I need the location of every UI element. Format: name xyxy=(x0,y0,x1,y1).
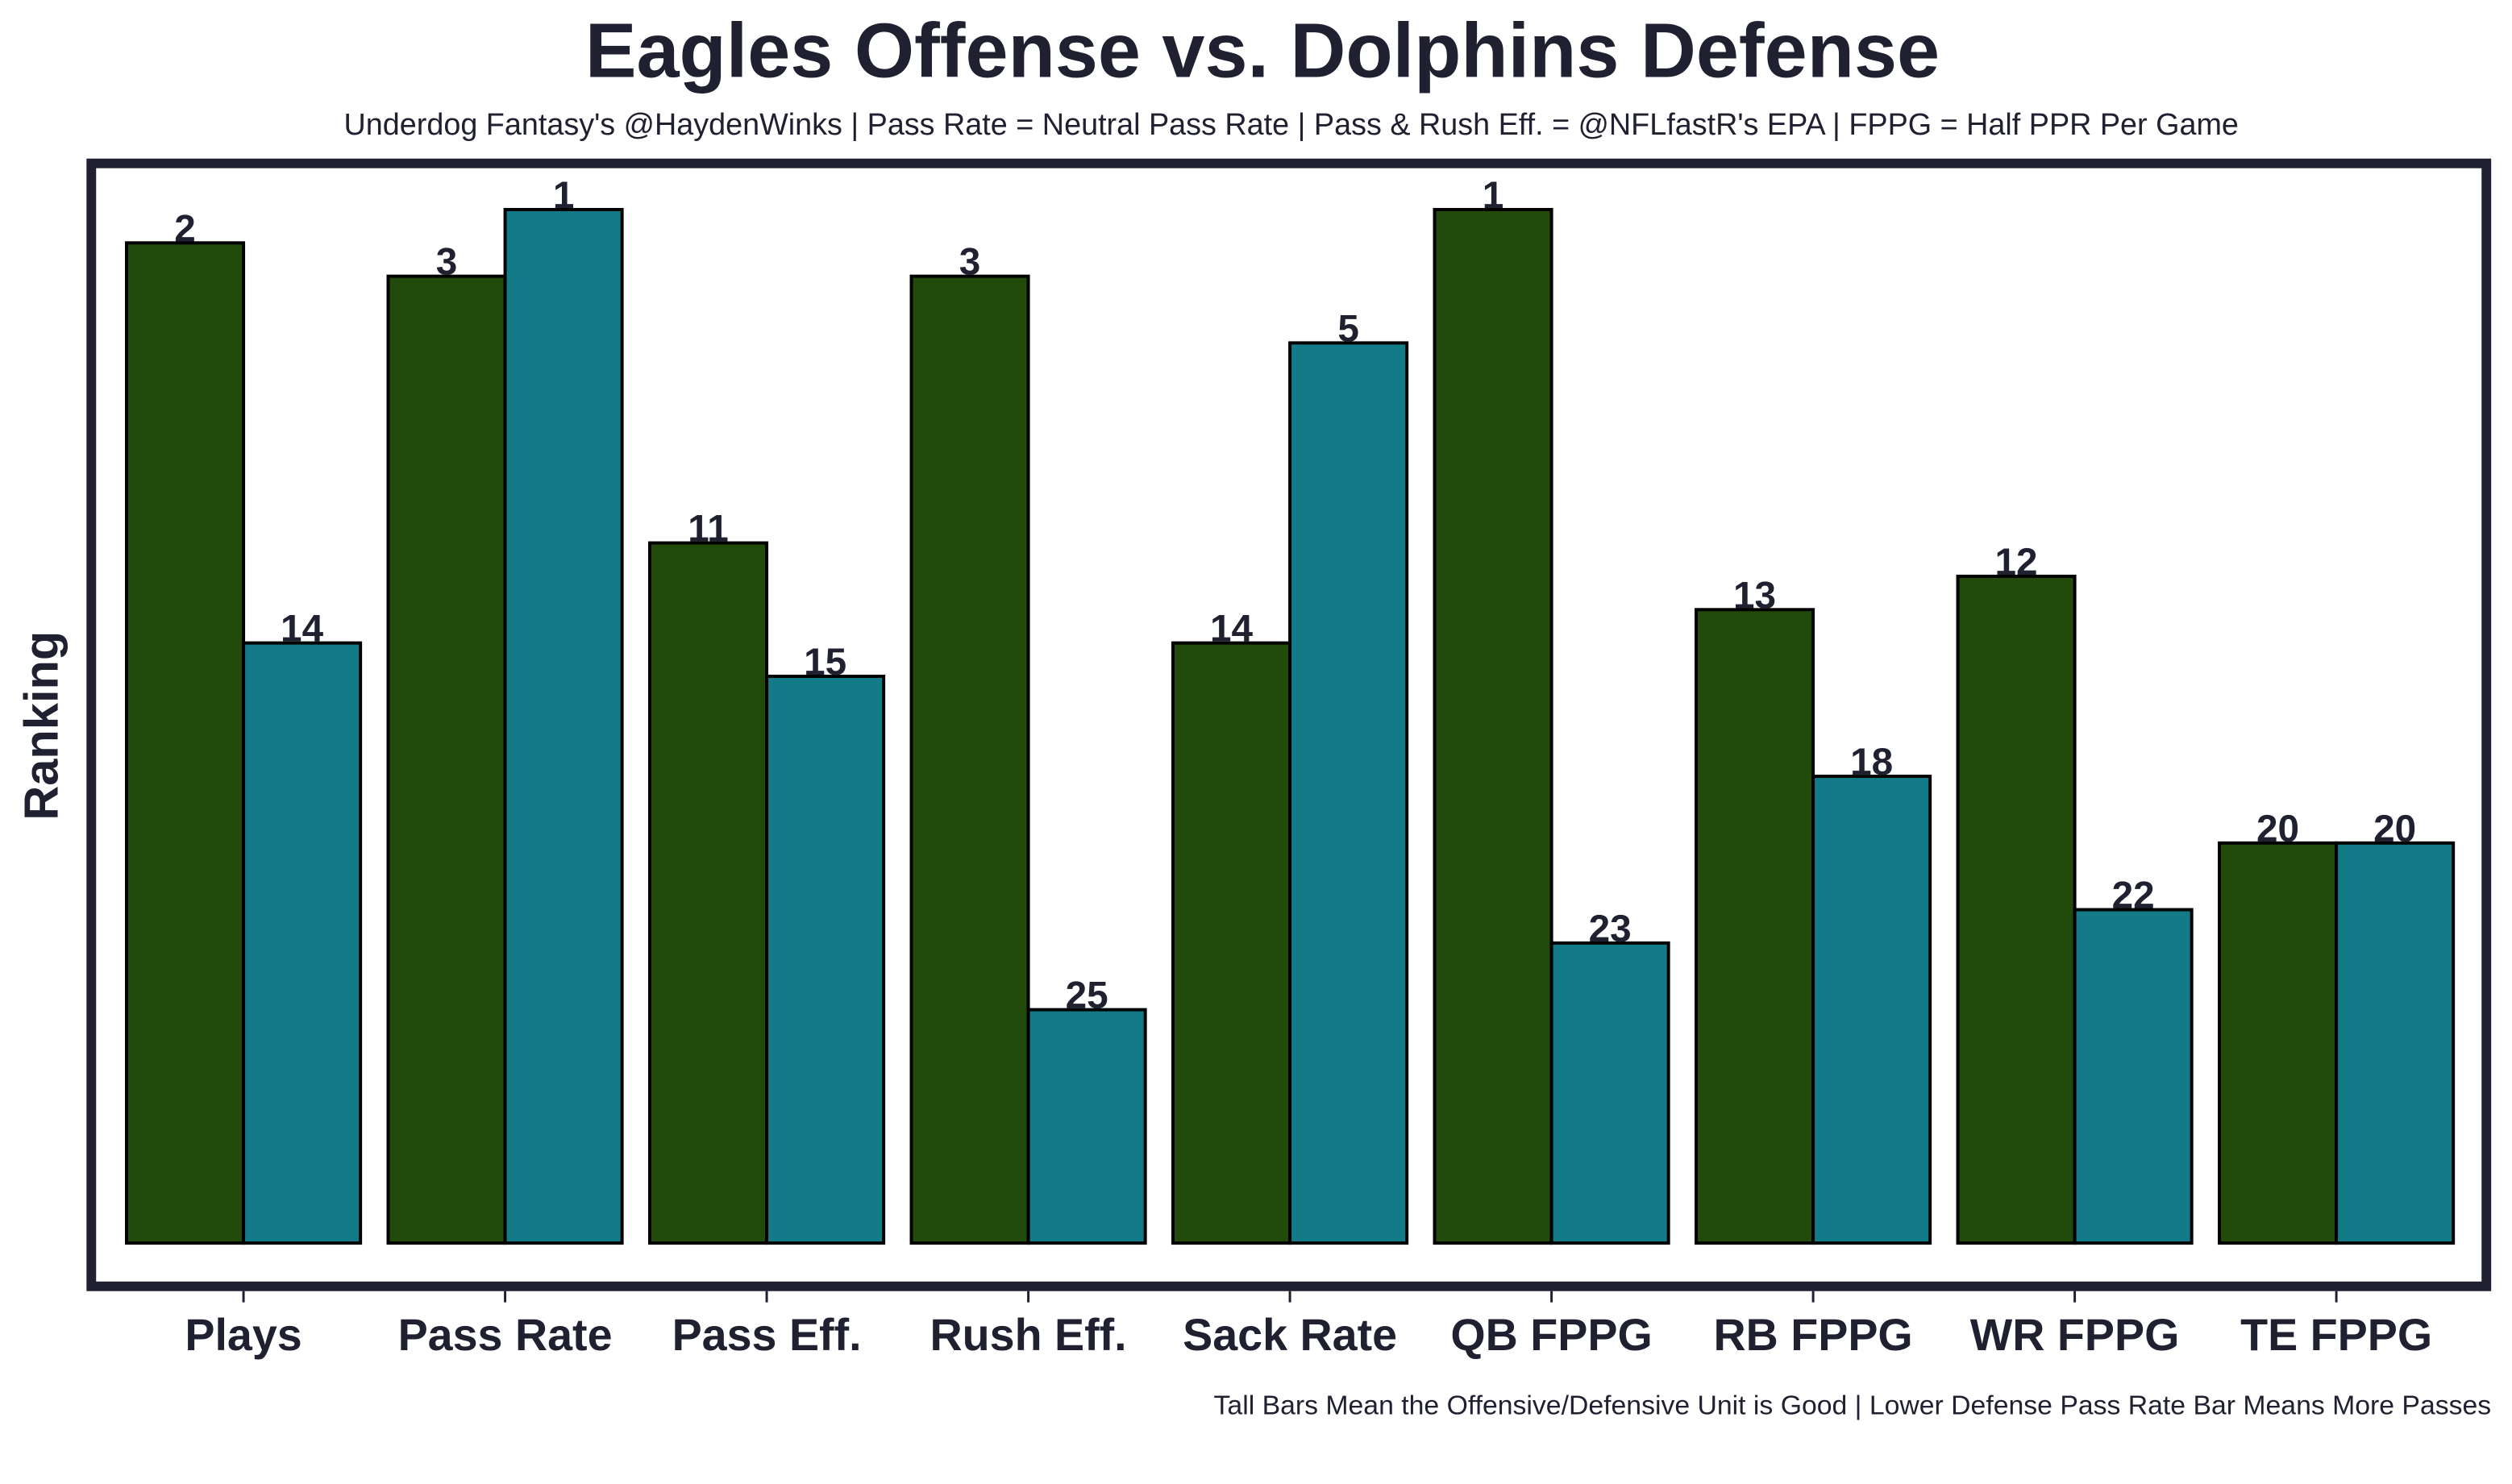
plot-frame xyxy=(86,158,2492,1291)
chart-title: Eagles Offense vs. Dolphins Defense xyxy=(585,8,1940,94)
bar xyxy=(1026,1008,1147,1245)
bar xyxy=(1288,341,1409,1245)
bar xyxy=(1695,608,1815,1245)
bar xyxy=(1811,775,1932,1245)
value-label: 1 xyxy=(553,174,575,217)
bar xyxy=(1956,574,2077,1245)
footnote: Tall Bars Mean the Offensive/Defensive U… xyxy=(1214,1390,2492,1421)
value-label: 11 xyxy=(688,508,728,551)
x-tick-label: WR FPPG xyxy=(1970,1310,2180,1360)
value-label: 20 xyxy=(2256,808,2299,850)
bar xyxy=(1171,641,1292,1245)
bar xyxy=(2073,908,2194,1245)
value-label: 5 xyxy=(1337,307,1359,350)
value-label: 1 xyxy=(1483,174,1504,217)
bar xyxy=(2335,841,2456,1245)
bar xyxy=(242,641,363,1245)
bar xyxy=(648,541,769,1245)
bar xyxy=(909,274,1030,1245)
x-tick-label: Plays xyxy=(185,1310,302,1360)
x-tick-label: Pass Eff. xyxy=(672,1310,862,1360)
value-label: 3 xyxy=(959,241,981,284)
value-label: 23 xyxy=(1589,908,1632,950)
bar xyxy=(386,274,507,1245)
value-label: 3 xyxy=(436,241,458,284)
value-label: 18 xyxy=(1850,741,1893,784)
y-axis-label: Ranking xyxy=(15,631,69,821)
value-label: 13 xyxy=(1733,574,1776,617)
bar xyxy=(1433,207,1553,1245)
value-label: 22 xyxy=(2112,875,2155,917)
value-label: 15 xyxy=(804,641,846,684)
bar xyxy=(1549,941,1670,1245)
value-label: 14 xyxy=(281,608,324,651)
x-tick-label: TE FPPG xyxy=(2240,1310,2432,1360)
value-label: 12 xyxy=(1995,541,2038,584)
bar xyxy=(2218,841,2339,1245)
chart-subtitle: Underdog Fantasy's @HaydenWinks | Pass R… xyxy=(344,107,2239,141)
x-tick-label: QB FPPG xyxy=(1450,1310,1652,1360)
value-label: 2 xyxy=(174,207,196,250)
x-tick-label: Rush Eff. xyxy=(930,1310,1127,1360)
bar xyxy=(124,241,246,1245)
bar xyxy=(765,675,886,1245)
value-label: 14 xyxy=(1210,608,1254,651)
x-tick-label: RB FPPG xyxy=(1713,1310,1912,1360)
x-tick-label: Pass Rate xyxy=(398,1310,613,1360)
bar xyxy=(503,207,624,1245)
value-label: 20 xyxy=(2373,808,2416,850)
x-tick-label: Sack Rate xyxy=(1183,1310,1397,1360)
value-label: 25 xyxy=(1066,975,1108,1017)
